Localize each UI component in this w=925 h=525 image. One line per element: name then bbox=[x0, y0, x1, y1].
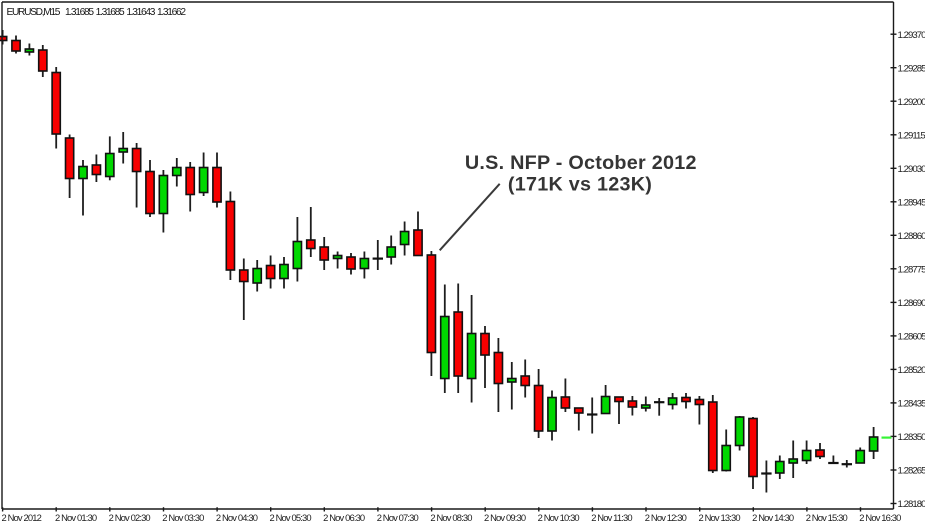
svg-text:1.29285: 1.29285 bbox=[898, 63, 925, 74]
svg-text:2 Nov 09:30: 2 Nov 09:30 bbox=[484, 512, 526, 523]
svg-text:U.S. NFP - October 2012: U.S. NFP - October 2012 bbox=[465, 152, 697, 174]
svg-text:1.28690: 1.28690 bbox=[898, 298, 925, 309]
svg-text:2 Nov 01:30: 2 Nov 01:30 bbox=[55, 512, 97, 523]
svg-text:2 Nov 06:30: 2 Nov 06:30 bbox=[323, 512, 365, 523]
svg-text:1.29030: 1.29030 bbox=[898, 164, 925, 175]
svg-text:EURUSD,M15 1.31685 1.31685 1.: EURUSD,M15 1.31685 1.31685 1.31643 1.316… bbox=[7, 7, 187, 18]
svg-text:1.28265: 1.28265 bbox=[898, 466, 925, 477]
svg-text:2 Nov 08:30: 2 Nov 08:30 bbox=[430, 512, 472, 523]
svg-text:2 Nov 13:30: 2 Nov 13:30 bbox=[699, 512, 741, 523]
svg-text:1.28860: 1.28860 bbox=[898, 231, 925, 242]
svg-text:2 Nov 04:30: 2 Nov 04:30 bbox=[216, 512, 258, 523]
svg-text:1.28945: 1.28945 bbox=[898, 197, 925, 208]
svg-text:1.28520: 1.28520 bbox=[898, 365, 925, 376]
svg-text:2 Nov 03:30: 2 Nov 03:30 bbox=[162, 512, 204, 523]
svg-text:2 Nov 15:30: 2 Nov 15:30 bbox=[806, 512, 848, 523]
svg-text:1.29200: 1.29200 bbox=[898, 97, 925, 108]
svg-text:1.28775: 1.28775 bbox=[898, 264, 925, 275]
svg-text:2 Nov 10:30: 2 Nov 10:30 bbox=[538, 512, 580, 523]
svg-text:1.29370: 1.29370 bbox=[898, 30, 925, 41]
svg-text:1.28605: 1.28605 bbox=[898, 332, 925, 343]
svg-text:1.28350: 1.28350 bbox=[898, 432, 925, 443]
svg-text:2 Nov 11:30: 2 Nov 11:30 bbox=[591, 512, 632, 523]
svg-text:2 Nov 12:30: 2 Nov 12:30 bbox=[645, 512, 687, 523]
svg-text:2 Nov 16:30: 2 Nov 16:30 bbox=[859, 512, 901, 523]
svg-text:2 Nov 14:30: 2 Nov 14:30 bbox=[752, 512, 794, 523]
svg-text:2 Nov 07:30: 2 Nov 07:30 bbox=[377, 512, 419, 523]
svg-text:2 Nov 05:30: 2 Nov 05:30 bbox=[270, 512, 312, 523]
svg-text:(171K vs 123K): (171K vs 123K) bbox=[508, 173, 652, 195]
svg-text:1.28180: 1.28180 bbox=[898, 499, 925, 510]
svg-text:2 Nov 2012: 2 Nov 2012 bbox=[2, 512, 42, 523]
svg-text:1.28435: 1.28435 bbox=[898, 399, 925, 410]
svg-text:2 Nov 02:30: 2 Nov 02:30 bbox=[109, 512, 151, 523]
svg-text:1.29115: 1.29115 bbox=[898, 130, 925, 141]
